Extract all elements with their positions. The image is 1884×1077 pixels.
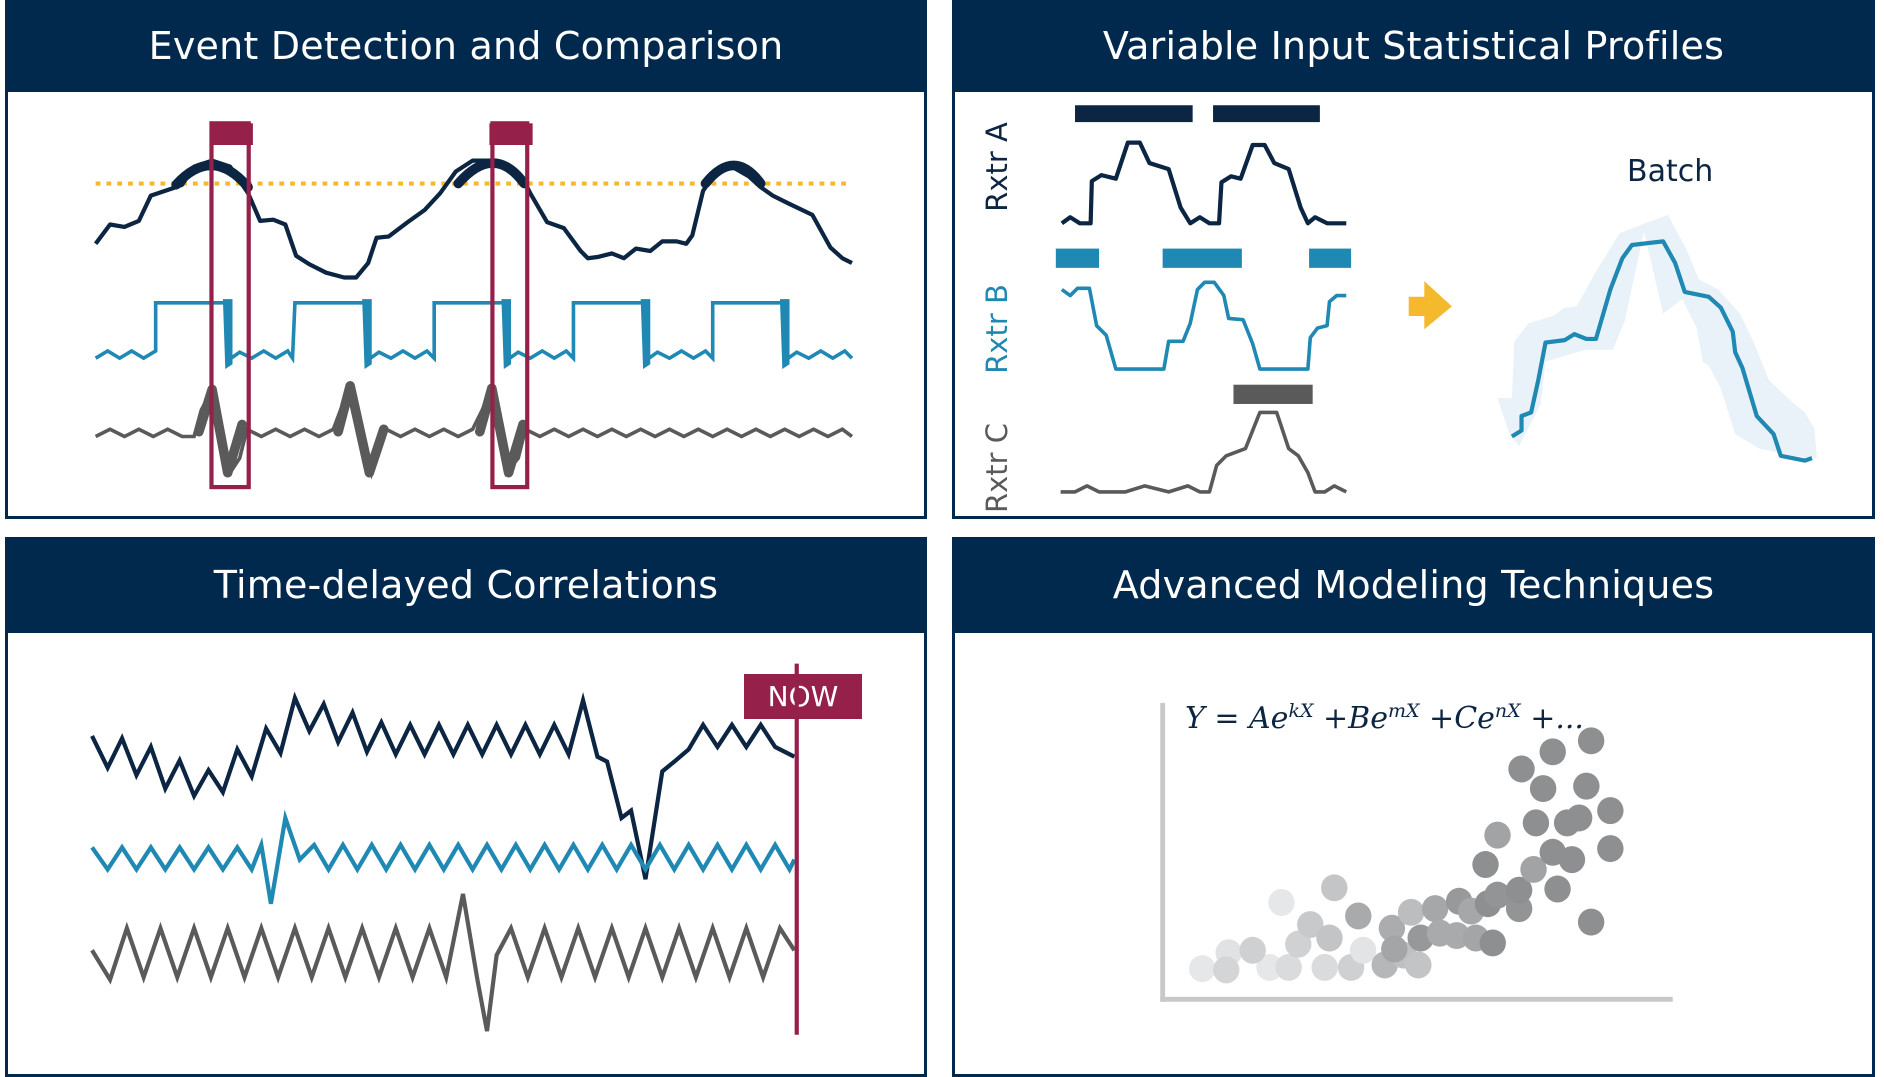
now-label: NOW [767, 680, 839, 713]
statistical-profiles-chart: Rxtr A Rxtr B Rxtr C Batch [955, 92, 1872, 516]
panel-header: Variable Input Statistical Profiles [952, 0, 1875, 92]
panel-header: Event Detection and Comparison [5, 0, 927, 92]
panel-title: Event Detection and Comparison [148, 24, 784, 68]
modeling-chart: Y = AekX +BemX +CenX +... [955, 633, 1872, 1074]
panel-header: Time-delayed Correlations [5, 537, 927, 633]
panel-title: Variable Input Statistical Profiles [1102, 24, 1725, 68]
teal-drop-markers [222, 299, 790, 370]
scatter-points [1189, 727, 1624, 984]
profiles-svg [1055, 105, 1817, 494]
time-delayed-svg [90, 663, 799, 1035]
batch-label: Batch [1627, 154, 1714, 189]
event-detection-svg [93, 121, 854, 490]
event-window-1 [209, 121, 253, 490]
right-arrow-icon [1408, 281, 1452, 330]
now-badge: NOW [744, 674, 862, 719]
confidence-band [1497, 214, 1817, 459]
panel-statistical-profiles: Variable Input Statistical Profiles Rxtr… [952, 0, 1875, 519]
event-detection-chart [8, 92, 924, 516]
model-formula: Y = AekX +BemX +CenX +... [1185, 700, 1584, 736]
batch-profile-line [1510, 239, 1813, 463]
time-delayed-chart: NOW [8, 633, 924, 1074]
event-window-2 [489, 121, 533, 490]
panel-title: Time-delayed Correlations [213, 563, 719, 607]
panel-header: Advanced Modeling Techniques [952, 537, 1875, 633]
panel-title: Advanced Modeling Techniques [1112, 563, 1715, 607]
panel-event-detection: Event Detection and Comparison [5, 0, 927, 519]
panel-modeling: Advanced Modeling Techniques Y = AekX +B… [952, 537, 1875, 1077]
panel-time-delayed: Time-delayed Correlations NOW [5, 537, 927, 1077]
scatter-svg [1160, 702, 1673, 1002]
